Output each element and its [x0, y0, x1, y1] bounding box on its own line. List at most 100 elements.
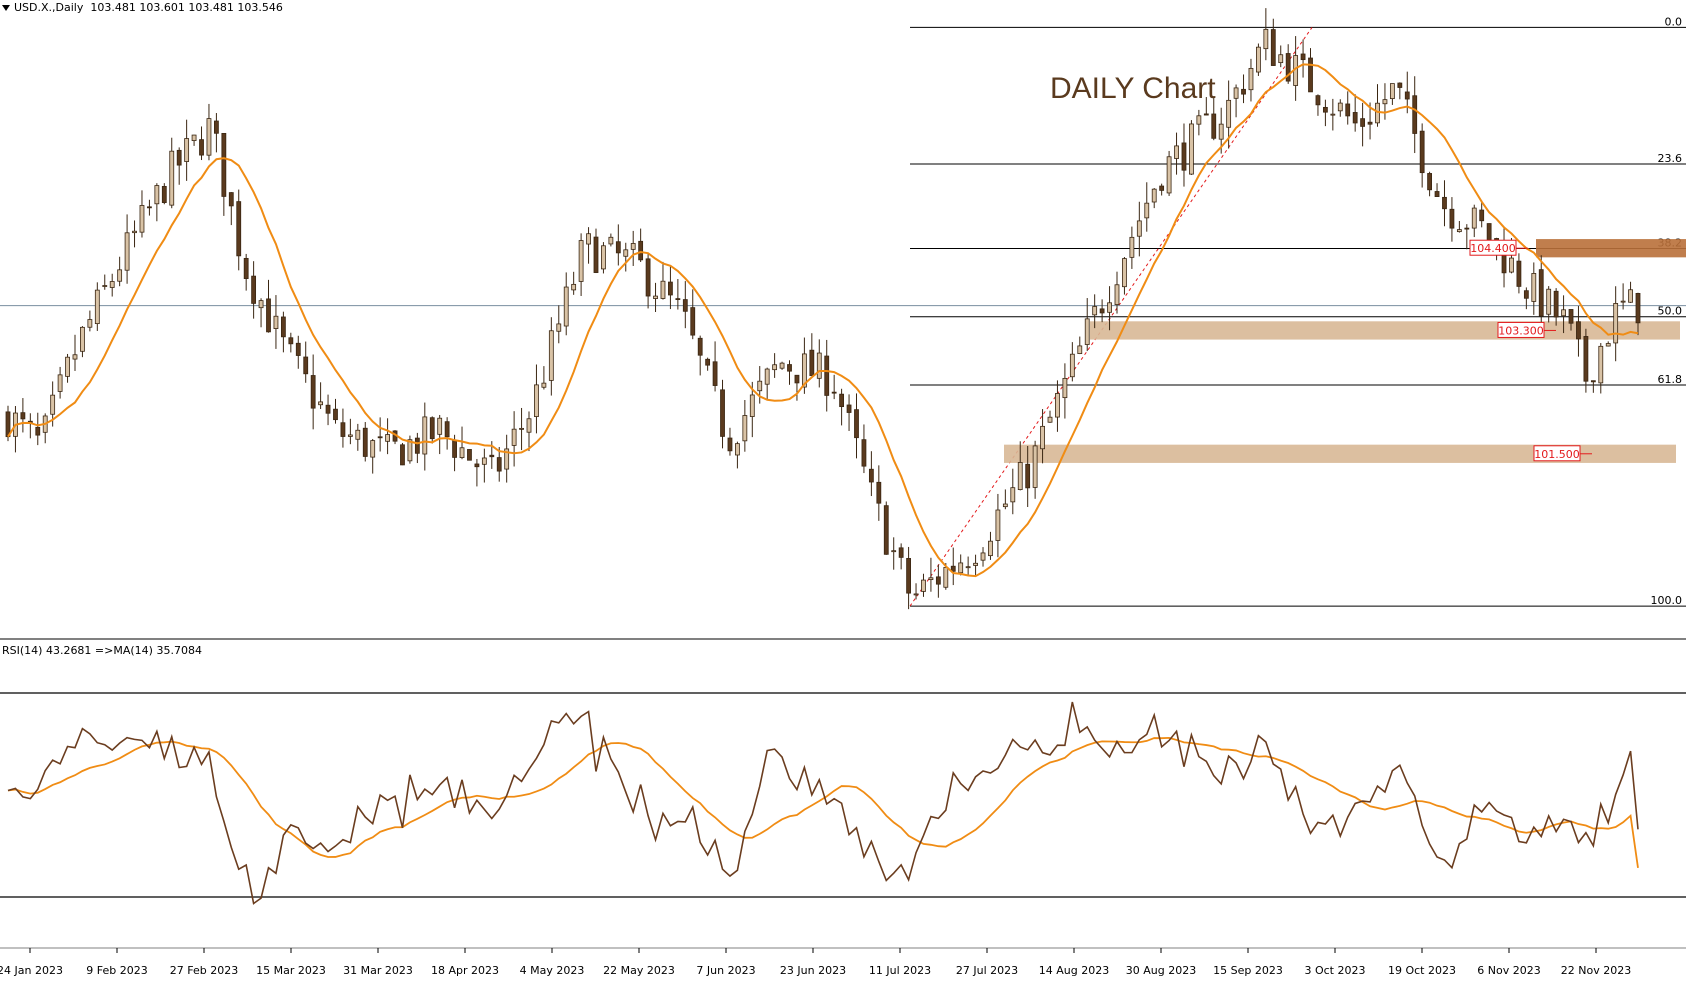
- candle: [1010, 468, 1016, 515]
- candle-body: [861, 439, 867, 467]
- candle-body: [139, 205, 145, 233]
- candle-body: [184, 138, 190, 162]
- candle-body: [824, 355, 830, 396]
- candle: [1442, 180, 1447, 227]
- candle-body: [1576, 321, 1581, 340]
- candle: [1375, 84, 1380, 127]
- candle-body: [1025, 463, 1031, 489]
- candle: [846, 394, 852, 431]
- candle-body: [1337, 102, 1343, 112]
- x-tick-label: 15 Mar 2023: [256, 964, 326, 977]
- x-tick-label: 31 Mar 2023: [343, 964, 413, 977]
- candle-body: [303, 356, 309, 375]
- candle: [772, 353, 778, 378]
- candle: [668, 265, 673, 310]
- candle: [467, 449, 472, 461]
- candle: [176, 147, 182, 185]
- support-resistance-zone: [1004, 444, 1676, 463]
- candle-body: [1174, 145, 1179, 159]
- candle: [1449, 197, 1455, 242]
- candle-body: [132, 230, 137, 234]
- candle-body: [891, 550, 897, 553]
- candle: [1382, 83, 1388, 120]
- candle: [1397, 82, 1403, 100]
- candle-body: [1598, 345, 1604, 384]
- candle: [1620, 283, 1626, 310]
- candle: [340, 408, 346, 448]
- candle: [928, 557, 934, 592]
- candle: [1471, 204, 1477, 238]
- candle-body: [839, 393, 845, 408]
- candle-body: [1203, 113, 1209, 116]
- candle-body: [72, 354, 78, 360]
- candle: [280, 311, 286, 353]
- x-axis: 24 Jan 2023 9 Feb 2023 27 Feb 2023 15 Mar 2…: [0, 947, 1686, 977]
- price-panel: 0.023.638.250.061.8100.0104.400103.30010…: [0, 8, 1686, 640]
- candle: [660, 261, 666, 300]
- candle-body: [697, 337, 703, 356]
- candle: [65, 353, 70, 383]
- candle-body: [541, 382, 547, 388]
- candle: [1427, 171, 1432, 197]
- dropdown-icon[interactable]: [2, 5, 10, 11]
- candle-body: [481, 457, 487, 465]
- x-tick-label: 27 Jul 2023: [956, 964, 1018, 977]
- candle-body: [653, 295, 658, 299]
- candle: [1568, 309, 1574, 331]
- candle-body: [467, 449, 472, 461]
- candle-body: [340, 422, 346, 437]
- candle: [132, 220, 137, 248]
- candle: [511, 411, 517, 467]
- price-moving-average: [7, 63, 1639, 578]
- candle: [258, 298, 264, 328]
- candle: [251, 261, 257, 319]
- candle-body: [1308, 57, 1313, 93]
- candle-body: [1628, 289, 1633, 303]
- candle-body: [809, 349, 815, 377]
- candle-body: [1047, 416, 1053, 423]
- candle-body: [1226, 99, 1232, 128]
- candle-body: [1270, 29, 1276, 66]
- candle: [273, 295, 279, 349]
- candle-body: [563, 286, 569, 327]
- candle: [720, 379, 725, 449]
- candle-body: [333, 408, 338, 421]
- candle-body: [1449, 208, 1455, 229]
- candle: [1151, 188, 1157, 209]
- candle: [898, 543, 904, 570]
- candle: [1501, 228, 1507, 288]
- candle: [1330, 98, 1336, 131]
- candle: [481, 448, 487, 483]
- candle: [630, 230, 636, 266]
- candle: [1181, 123, 1187, 187]
- fib-level-label: 61.8: [1658, 373, 1683, 386]
- candle: [27, 413, 33, 439]
- candle: [697, 335, 703, 376]
- candle: [370, 438, 376, 474]
- candle-body: [1442, 196, 1447, 210]
- candle-body: [280, 316, 286, 338]
- candle-body: [1412, 95, 1418, 134]
- candle: [519, 407, 524, 451]
- candle-body: [1434, 191, 1440, 197]
- candle-body: [623, 249, 629, 257]
- candle: [831, 374, 837, 400]
- candle-body: [20, 412, 26, 420]
- candle: [154, 183, 160, 222]
- x-tick-label: 22 Nov 2023: [1561, 964, 1631, 977]
- candle: [1084, 298, 1090, 352]
- candle-body: [757, 380, 763, 392]
- candle-body: [876, 481, 882, 504]
- candle-body: [429, 417, 435, 440]
- candle: [184, 119, 190, 181]
- candle-body: [221, 132, 227, 197]
- candle-body: [1568, 309, 1574, 324]
- candle: [906, 546, 911, 610]
- candle-body: [1419, 130, 1425, 174]
- candle-body: [1151, 188, 1157, 203]
- candle: [1159, 183, 1165, 196]
- candle-body: [35, 426, 41, 436]
- candle: [1047, 410, 1053, 423]
- candle-body: [608, 236, 614, 245]
- price-level-label: 104.400: [1469, 239, 1528, 256]
